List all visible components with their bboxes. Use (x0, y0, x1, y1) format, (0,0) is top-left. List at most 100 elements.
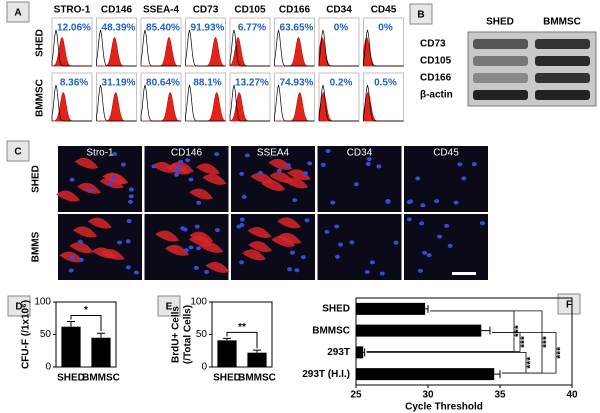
nucleus (78, 257, 84, 262)
band (473, 90, 528, 100)
histogram-control (363, 29, 404, 67)
x-tick-label: 30 (422, 390, 434, 401)
histogram-control (318, 84, 359, 122)
panel-letter: F (566, 300, 572, 311)
x-axis-title: Cycle Threshold (405, 402, 483, 413)
histogram-control (96, 29, 137, 67)
x-tick-label: SHED (57, 373, 85, 384)
nucleus (180, 226, 186, 231)
percent-label: 12.06% (57, 23, 91, 34)
nucleus (108, 181, 114, 186)
nucleus (330, 200, 336, 205)
error-bar (494, 370, 501, 379)
band (473, 39, 528, 49)
cell-stain (69, 242, 94, 254)
nucleus (120, 162, 126, 167)
nucleus (133, 270, 139, 275)
panel-letter-box (157, 295, 181, 317)
y-tick-label: 0 (45, 362, 51, 373)
x-tick-label: BMMSC (238, 373, 276, 384)
y-axis-title: (/Total Cells) (183, 305, 194, 364)
band (473, 56, 528, 66)
percent-label: 8.36% (60, 78, 88, 89)
nucleus (334, 254, 340, 259)
nucleus (112, 152, 118, 157)
nucleus (151, 164, 157, 169)
cell-stain (189, 188, 214, 200)
bar (356, 368, 495, 381)
marker-label: SSEA-4 (143, 5, 180, 16)
band (473, 73, 528, 83)
significance-label: ** (238, 322, 246, 333)
nucleus (204, 269, 210, 274)
nucleus (369, 260, 375, 265)
blot-row: CD73 (420, 39, 446, 50)
panel-letter: E (166, 302, 173, 313)
panel-letter-box (557, 293, 581, 315)
percent-label: 48.39% (102, 23, 136, 34)
x-tick-label: 25 (350, 390, 362, 401)
marker-label: CD73 (193, 5, 219, 16)
nucleus (300, 255, 306, 260)
nucleus (178, 159, 184, 164)
histogram-control (51, 29, 92, 67)
cell-stain (152, 161, 177, 173)
histogram-control (51, 84, 92, 122)
nucleus (437, 234, 443, 239)
nucleus (364, 269, 370, 274)
nucleus (196, 200, 202, 205)
error-bar (97, 332, 105, 338)
nucleus (127, 199, 133, 204)
percent-label: 91.93% (191, 23, 225, 34)
error-bar (67, 321, 75, 327)
marker-label: CD166 (279, 5, 311, 16)
nucleus (285, 163, 291, 168)
nucleus (294, 268, 300, 273)
histogram-control (229, 84, 270, 122)
y-tick-label: 100 (190, 297, 207, 308)
nucleus (239, 260, 245, 265)
nucleus (287, 267, 293, 272)
y-tick-label: 0 (201, 362, 207, 373)
micrograph (231, 214, 315, 280)
nucleus (334, 224, 340, 229)
nucleus (307, 161, 313, 166)
column-label: CD34 (347, 148, 373, 159)
histogram-control (185, 84, 226, 122)
nucleus (196, 246, 202, 251)
histogram-frame (274, 72, 315, 122)
nucleus (276, 168, 282, 173)
cell-stain (241, 249, 266, 261)
y-tick-label: BMMSC (312, 325, 350, 336)
bar (247, 352, 267, 367)
band (535, 56, 590, 66)
nucleus (239, 171, 245, 176)
nucleus (117, 240, 123, 245)
bar (61, 326, 81, 367)
bar (356, 324, 482, 337)
nucleus (173, 172, 179, 177)
nucleus (177, 164, 183, 169)
nucleus (214, 228, 220, 233)
cell-stain (268, 158, 293, 170)
blot-row: CD105 (420, 56, 452, 67)
cell-stain (196, 163, 221, 175)
panel-letter: B (417, 10, 424, 21)
nucleus (434, 199, 440, 204)
bar (217, 340, 237, 367)
nucleus (349, 240, 355, 245)
cell-stain (287, 169, 312, 181)
nucleus (128, 194, 134, 199)
y-axis-title: CFU-F (/1x10⁶) (21, 300, 32, 369)
percent-label: 31.19% (102, 78, 136, 89)
y-tick-label: 293T (H.I.) (302, 369, 350, 380)
nucleus (111, 175, 117, 180)
percent-label: 80.64% (146, 78, 180, 89)
row-label: BMMSC (35, 79, 46, 117)
cell-stain (77, 182, 102, 194)
micrograph (404, 214, 488, 280)
nucleus (447, 243, 453, 248)
cell-stain (164, 244, 189, 256)
error-bar (425, 304, 429, 313)
